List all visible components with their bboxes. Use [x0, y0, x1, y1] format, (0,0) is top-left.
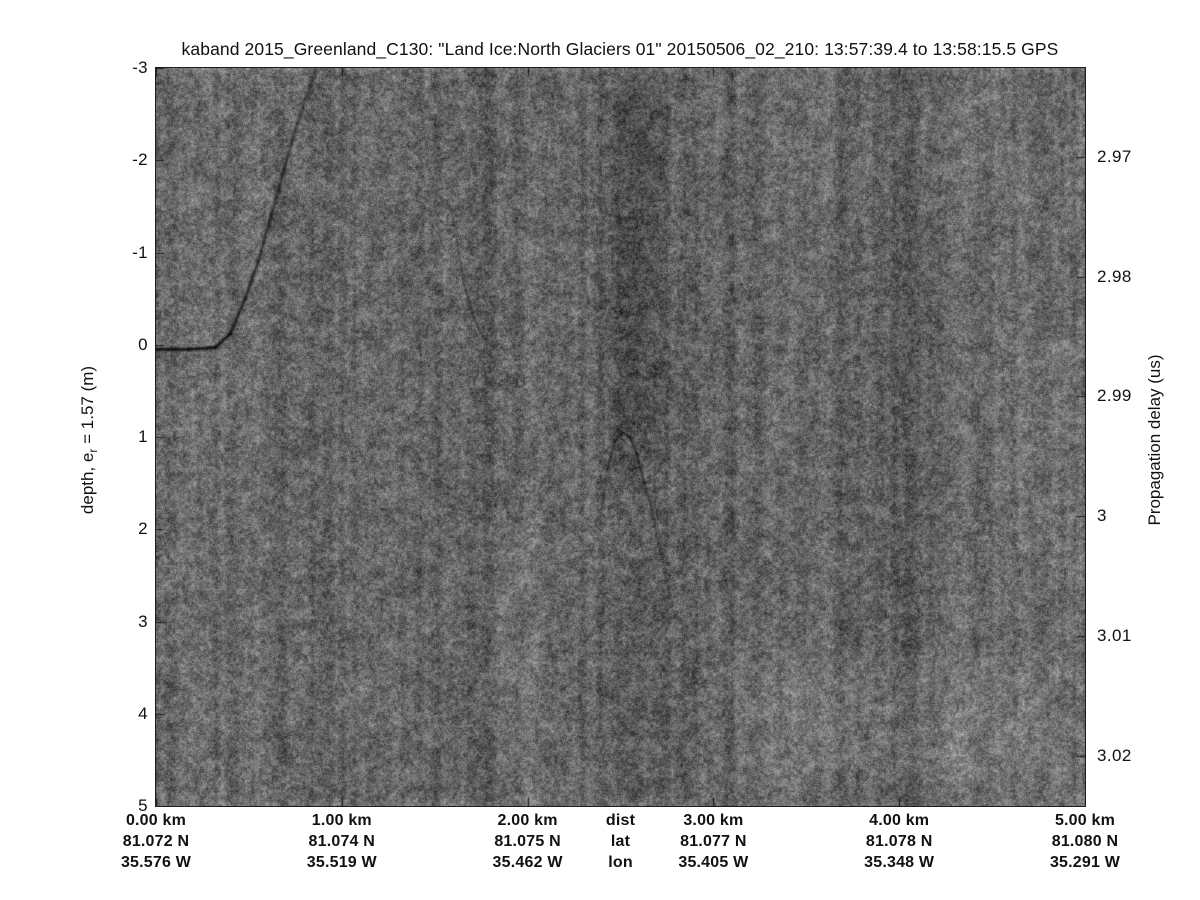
y-axis-label-left-prefix: depth, e	[77, 452, 97, 515]
y-tick-label-left: 1	[138, 427, 148, 446]
x-tick-label-lon: 35.291 W	[1049, 854, 1121, 871]
x-tick-label-lat: 81.074 N	[308, 833, 376, 850]
y-tick-label-left: -2	[132, 150, 148, 170]
x-tick-label-lon: 35.405 W	[678, 854, 749, 871]
x-tick-label-lon: 35.348 W	[864, 854, 935, 871]
y-tick-label-right: 3	[1097, 505, 1107, 525]
x-tick-label-lon: 35.576 W	[120, 854, 192, 871]
y-tick-label-left: 4	[138, 703, 148, 723]
x-tick-label-lat: 81.080 N	[1051, 833, 1119, 850]
y-tick-label-left: -3	[132, 58, 148, 77]
y-tick-label-left: 2	[138, 519, 148, 539]
x-tick-label-dist: 4.00 km	[869, 812, 930, 829]
x-tick-label-lon: 35.519 W	[306, 854, 377, 871]
x-tick-label-dist: 5.00 km	[1054, 812, 1116, 829]
x-tick-label-lat: 81.078 N	[865, 833, 933, 850]
x-tick-label-dist: 2.00 km	[497, 812, 558, 829]
x-row-label-lat: lat	[610, 833, 631, 850]
x-tick-label-lon: 35.462 W	[492, 854, 563, 871]
y-tick-label-left: 3	[138, 611, 148, 631]
y-tick-label-left: 0	[138, 334, 148, 354]
x-tick-label-lat: 81.077 N	[680, 833, 747, 850]
echogram-canvas	[156, 68, 1085, 806]
y-axis-label-right: Propagation delay (us)	[1145, 354, 1164, 526]
y-tick-label-right: 3.02	[1097, 745, 1132, 765]
y-tick-label-left: -1	[132, 242, 148, 262]
x-tick-label-dist: 3.00 km	[683, 812, 744, 829]
figure-title: kaband 2015_Greenland_C130: "Land Ice:No…	[181, 39, 1059, 59]
x-tick-label-dist: 1.00 km	[311, 812, 372, 829]
y-tick-label-right: 2.99	[1097, 385, 1132, 405]
x-tick-label-dist: 0.00 km	[125, 812, 187, 829]
y-axis-label-left-subscript: r	[86, 448, 101, 453]
x-tick-label-lat: 81.075 N	[494, 833, 561, 850]
y-tick-label-right: 2.97	[1097, 147, 1132, 167]
y-tick-label-left: 5	[138, 796, 148, 815]
y-tick-label-right: 3.01	[1097, 626, 1132, 646]
x-row-label-dist: dist	[605, 812, 636, 829]
x-tick-label-lat: 81.072 N	[122, 833, 190, 850]
x-row-label-lon: lon	[608, 854, 633, 871]
plot-area	[155, 67, 1086, 807]
y-tick-label-right: 2.98	[1097, 266, 1132, 286]
